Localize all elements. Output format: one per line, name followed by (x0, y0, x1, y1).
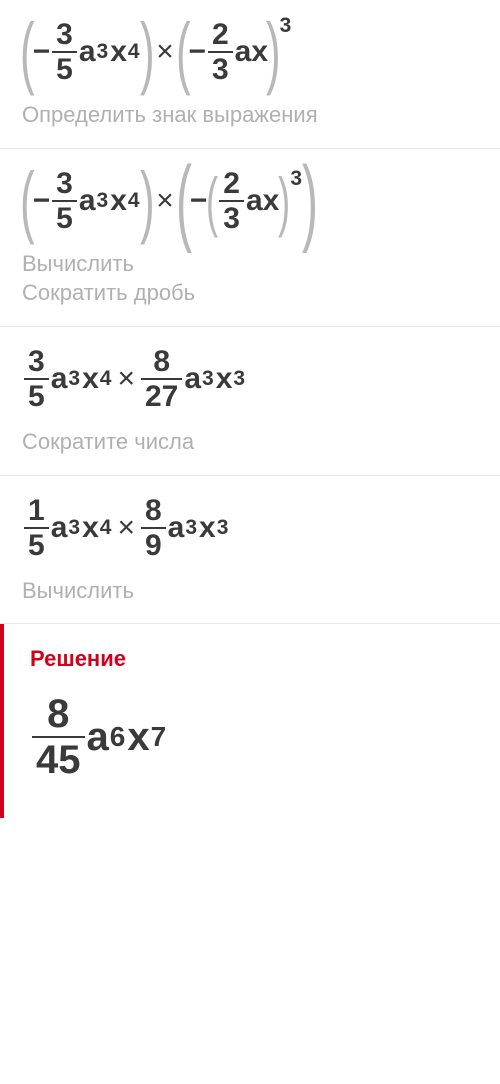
fraction: 2 3 (208, 18, 233, 86)
fraction: 3 5 (52, 18, 77, 86)
step-1: ( − 3 5 a 3 x 4 ) × ( − 2 3 a x ) 3 Опре… (0, 0, 500, 149)
step-3-caption: Сократите числа (22, 427, 478, 457)
term-x: x (127, 715, 149, 760)
fraction: 8 45 (32, 692, 85, 782)
exp-a: 3 (185, 516, 197, 540)
term-a: a (87, 715, 109, 760)
term-a: a (168, 511, 185, 545)
exp-x: 4 (128, 40, 140, 64)
exp-a: 3 (97, 189, 109, 213)
denominator: 3 (219, 202, 244, 235)
fraction: 3 5 (52, 167, 77, 235)
denominator: 5 (24, 380, 49, 413)
exp-x: 4 (100, 367, 112, 391)
left-paren-icon: ( (176, 24, 191, 80)
fraction: 8 27 (141, 345, 182, 413)
numerator: 2 (219, 167, 244, 200)
step-2-caption: Вычислить Сократить дробь (22, 249, 478, 308)
denominator: 9 (141, 529, 166, 562)
numerator: 8 (141, 494, 166, 527)
exp-x: 4 (128, 189, 140, 213)
term-a: a (184, 362, 201, 396)
step-1-caption: Определить знак выражения (22, 100, 478, 130)
minus-sign: − (190, 184, 208, 218)
denominator: 5 (52, 202, 77, 235)
term-x: x (263, 184, 280, 218)
left-paren-icon: ( (20, 24, 35, 80)
numerator: 8 (43, 692, 73, 736)
exp-a: 3 (68, 516, 80, 540)
outer-exp: 3 (290, 167, 302, 191)
term-a: a (79, 184, 96, 218)
solution-expression: 8 45 a 6 x 7 (30, 692, 478, 782)
term-a: a (246, 184, 263, 218)
minus-sign: − (33, 35, 51, 69)
term-a: a (51, 511, 68, 545)
fraction: 8 9 (141, 494, 166, 562)
denominator: 3 (208, 53, 233, 86)
fraction: 3 5 (24, 345, 49, 413)
multiply-op: × (117, 362, 135, 396)
solution-title: Решение (30, 646, 478, 672)
term-a: a (79, 35, 96, 69)
step-2: ( − 3 5 a 3 x 4 ) × ( − ( 2 3 a x ) 3 ) … (0, 149, 500, 327)
step-4: 1 5 a 3 x 4 × 8 9 a 3 x 3 Вычислить (0, 476, 500, 625)
fraction: 2 3 (219, 167, 244, 235)
step-3-expression: 3 5 a 3 x 4 × 8 27 a 3 x 3 (22, 345, 478, 413)
exp-x: 3 (233, 367, 245, 391)
numerator: 2 (208, 18, 233, 51)
exp-a: 6 (110, 721, 126, 753)
right-paren-icon: ) (278, 178, 290, 224)
term-x: x (199, 511, 216, 545)
numerator: 3 (52, 167, 77, 200)
denominator: 27 (141, 380, 182, 413)
fraction: 1 5 (24, 494, 49, 562)
denominator: 45 (32, 738, 85, 782)
multiply-op: × (156, 35, 174, 69)
solution-box: Решение 8 45 a 6 x 7 (0, 624, 500, 818)
step-1-expression: ( − 3 5 a 3 x 4 ) × ( − 2 3 a x ) 3 (22, 18, 478, 86)
step-4-expression: 1 5 a 3 x 4 × 8 9 a 3 x 3 (22, 494, 478, 562)
exp-x: 7 (151, 721, 167, 753)
minus-sign: − (188, 35, 206, 69)
term-a: a (235, 35, 252, 69)
right-paren-icon: ) (140, 24, 155, 80)
exp-a: 3 (97, 40, 109, 64)
right-paren-icon: ) (302, 167, 318, 234)
exp-a: 3 (68, 367, 80, 391)
denominator: 5 (52, 53, 77, 86)
left-paren-icon: ( (20, 173, 35, 229)
left-paren-icon: ( (176, 167, 192, 234)
term-x: x (82, 362, 99, 396)
step-3: 3 5 a 3 x 4 × 8 27 a 3 x 3 Сократите чис… (0, 327, 500, 476)
left-paren-icon: ( (206, 178, 218, 224)
term-x: x (110, 35, 127, 69)
term-x: x (110, 184, 127, 218)
numerator: 3 (52, 18, 77, 51)
right-paren-icon: ) (266, 24, 281, 80)
term-x: x (82, 511, 99, 545)
exp-a: 3 (202, 367, 214, 391)
multiply-op: × (117, 511, 135, 545)
numerator: 3 (24, 345, 49, 378)
minus-sign: − (33, 184, 51, 218)
denominator: 5 (24, 529, 49, 562)
numerator: 8 (149, 345, 174, 378)
exp-x: 3 (217, 516, 229, 540)
step-2-expression: ( − 3 5 a 3 x 4 ) × ( − ( 2 3 a x ) 3 ) (22, 167, 478, 235)
outer-exp: 3 (280, 14, 292, 38)
term-x: x (216, 362, 233, 396)
numerator: 1 (24, 494, 49, 527)
multiply-op: × (156, 184, 174, 218)
exp-x: 4 (100, 516, 112, 540)
step-4-caption: Вычислить (22, 576, 478, 606)
right-paren-icon: ) (140, 173, 155, 229)
term-a: a (51, 362, 68, 396)
